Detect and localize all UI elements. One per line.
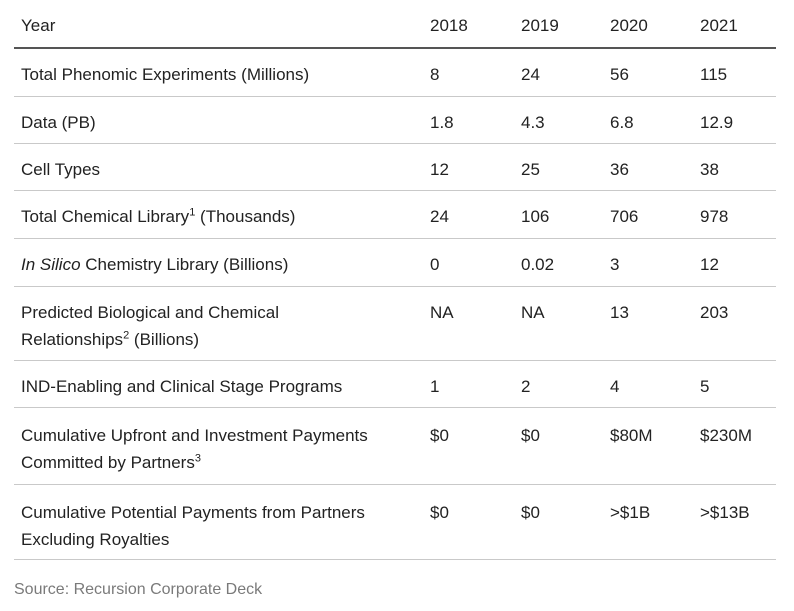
cell-2021: 5: [700, 377, 710, 396]
row-label: Total Phenomic Experiments (Millions): [21, 65, 310, 84]
table-row: Predicted Biological and Chemical Relatio…: [14, 287, 776, 361]
cell-2019: NA: [521, 303, 545, 322]
header-year-2020: 2020: [610, 16, 648, 35]
table-row: Cumulative Potential Payments from Partn…: [14, 485, 776, 560]
table-row: Cumulative Upfront and Investment Paymen…: [14, 408, 776, 485]
table-row: In Silico Chemistry Library (Billions) 0…: [14, 239, 776, 287]
cell-2018: $0: [430, 503, 449, 522]
cell-2021: >$13B: [700, 503, 750, 522]
source-note: Source: Recursion Corporate Deck: [14, 581, 263, 598]
row-label-line1: Predicted Biological and Chemical: [21, 303, 279, 322]
row-label: Total Chemical Library1 (Thousands): [21, 203, 295, 230]
row-label: In Silico Chemistry Library (Billions): [21, 251, 288, 278]
row-label-tail: (Billions): [129, 330, 200, 349]
cell-2020: 6.8: [610, 113, 634, 132]
cell-2021: 115: [700, 65, 728, 84]
cell-2019: 4.3: [521, 113, 545, 132]
row-label: Predicted Biological and Chemical Relatio…: [21, 299, 279, 353]
row-label: Data (PB): [21, 113, 96, 132]
header-year-2018: 2018: [430, 16, 468, 35]
table-row: Total Phenomic Experiments (Millions) 8 …: [14, 49, 776, 97]
row-label: Cell Types: [21, 160, 101, 179]
cell-2019: $0: [521, 503, 540, 522]
row-label: Cumulative Potential Payments from Partn…: [21, 499, 365, 553]
footnote-marker: 1: [189, 206, 196, 219]
row-label-main: Total Chemical Library: [21, 207, 190, 226]
cell-2021: 203: [700, 303, 729, 322]
table-header-row: Year 2018 2019 2020 2021: [14, 0, 776, 49]
cell-2018: $0: [430, 426, 449, 445]
cell-2020: 4: [610, 377, 620, 396]
cell-2021: 38: [700, 160, 719, 179]
cell-2019: 106: [521, 207, 550, 226]
header-year-label: Year: [21, 16, 56, 35]
table-row: Data (PB) 1.8 4.3 6.8 12.9: [14, 97, 776, 144]
row-label: IND-Enabling and Clinical Stage Programs: [21, 377, 343, 396]
header-year-2021: 2021: [700, 16, 738, 35]
cell-2019: 25: [521, 160, 540, 179]
cell-2021: $230M: [700, 426, 752, 445]
row-label-line2: Excluding Royalties: [21, 530, 170, 549]
footnote-marker: 2: [123, 329, 130, 342]
cell-2020: 13: [610, 303, 629, 322]
cell-2018: 1.8: [430, 113, 454, 132]
cell-2019: $0: [521, 426, 540, 445]
cell-2020: 36: [610, 160, 629, 179]
data-table: Year 2018 2019 2020 2021 Total Phenomic …: [14, 0, 776, 560]
table-row: Cell Types 12 25 36 38: [14, 144, 776, 191]
cell-2020: 3: [610, 255, 620, 274]
row-label-tail: (Thousands): [195, 207, 296, 226]
cell-2020: 56: [610, 65, 629, 84]
table-row: Total Chemical Library1 (Thousands) 24 1…: [14, 191, 776, 239]
row-label-tail: Chemistry Library (Billions): [80, 255, 289, 274]
cell-2018: 8: [430, 65, 440, 84]
cell-2018: 1: [430, 377, 440, 396]
cell-2019: 0.02: [521, 255, 555, 274]
cell-2021: 12.9: [700, 113, 734, 132]
footnote-marker: 3: [194, 452, 201, 465]
cell-2021: 12: [700, 255, 719, 274]
row-label-line1: Cumulative Potential Payments from Partn…: [21, 503, 365, 522]
row-label-line2: Relationships: [21, 330, 124, 349]
cell-2019: 2: [521, 377, 531, 396]
row-label: Cumulative Upfront and Investment Paymen…: [21, 422, 368, 476]
row-label-line2: Committed by Partners: [21, 453, 195, 472]
table-row: IND-Enabling and Clinical Stage Programs…: [14, 361, 776, 408]
cell-2018: 12: [430, 160, 449, 179]
cell-2020: >$1B: [610, 503, 651, 522]
cell-2021: 978: [700, 207, 729, 226]
cell-2019: 24: [521, 65, 540, 84]
cell-2020: 706: [610, 207, 639, 226]
cell-2018: NA: [430, 303, 454, 322]
cell-2018: 0: [430, 255, 440, 274]
cell-2018: 24: [430, 207, 449, 226]
row-label-italic: In Silico: [21, 255, 81, 274]
header-year-2019: 2019: [521, 16, 559, 35]
row-label-line1: Cumulative Upfront and Investment Paymen…: [21, 426, 368, 445]
cell-2020: $80M: [610, 426, 653, 445]
